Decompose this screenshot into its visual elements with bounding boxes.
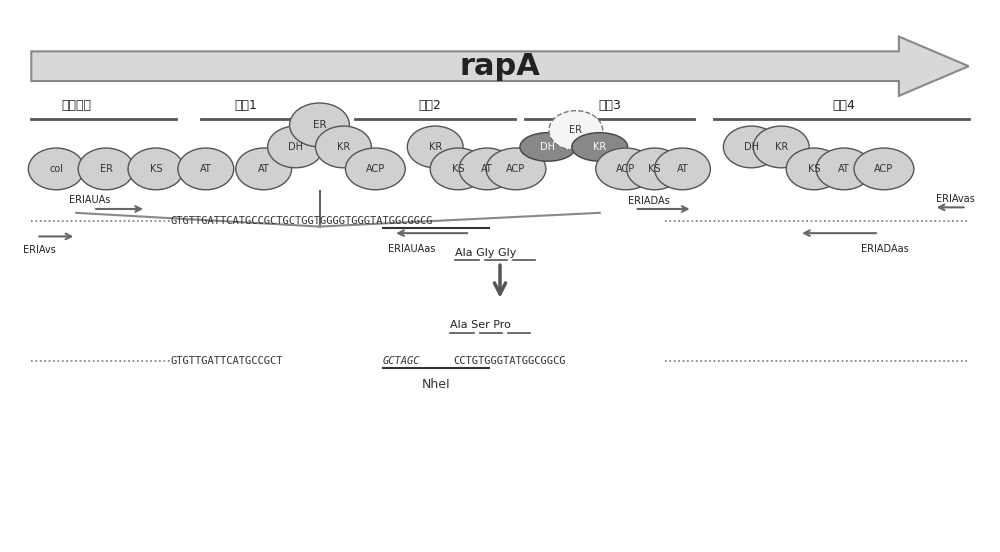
Ellipse shape (430, 148, 486, 190)
Ellipse shape (290, 103, 349, 147)
Text: DH: DH (288, 142, 303, 152)
Text: 模块3: 模块3 (598, 99, 621, 112)
Ellipse shape (178, 148, 234, 190)
Text: ERIAvs: ERIAvs (23, 245, 56, 254)
Ellipse shape (753, 126, 809, 168)
Text: AT: AT (677, 164, 688, 174)
Text: ACP: ACP (366, 164, 385, 174)
Text: ERIAUAs: ERIAUAs (69, 195, 111, 205)
Text: 模块2: 模块2 (419, 99, 442, 112)
Ellipse shape (520, 132, 576, 161)
Text: rapA: rapA (460, 52, 540, 81)
Text: AT: AT (200, 164, 212, 174)
Ellipse shape (28, 148, 84, 190)
Text: KR: KR (593, 142, 606, 152)
Ellipse shape (627, 148, 682, 190)
Text: KR: KR (337, 142, 350, 152)
Text: AT: AT (258, 164, 270, 174)
Ellipse shape (655, 148, 710, 190)
Text: ERIAUAas: ERIAUAas (388, 243, 436, 253)
Text: col: col (49, 164, 63, 174)
Text: ERIAvas: ERIAvas (936, 194, 975, 204)
Text: GCTAGC: GCTAGC (383, 356, 420, 366)
Ellipse shape (459, 148, 515, 190)
Text: KS: KS (452, 164, 464, 174)
Ellipse shape (128, 148, 184, 190)
Text: KR: KR (775, 142, 788, 152)
Ellipse shape (486, 148, 546, 190)
Ellipse shape (816, 148, 872, 190)
Ellipse shape (407, 126, 463, 168)
Text: ER: ER (313, 120, 326, 130)
Text: DH: DH (540, 142, 555, 152)
Text: ERIADAas: ERIADAas (861, 243, 909, 253)
Text: 加载模块: 加载模块 (61, 99, 91, 112)
Text: 模块1: 模块1 (234, 99, 257, 112)
Text: ACP: ACP (616, 164, 635, 174)
Ellipse shape (596, 148, 656, 190)
Ellipse shape (549, 111, 603, 150)
Text: KS: KS (808, 164, 820, 174)
Ellipse shape (78, 148, 134, 190)
Ellipse shape (236, 148, 292, 190)
Text: ERIADAs: ERIADAs (628, 196, 669, 206)
Ellipse shape (572, 132, 628, 161)
Text: 模块4: 模块4 (833, 99, 855, 112)
Polygon shape (31, 36, 969, 96)
Text: AT: AT (481, 164, 493, 174)
Text: CCTGTGGGTATGGCGGCG: CCTGTGGGTATGGCGGCG (453, 356, 566, 366)
Text: AT: AT (838, 164, 850, 174)
Text: Ala Gly Gly: Ala Gly Gly (455, 248, 516, 258)
Ellipse shape (723, 126, 779, 168)
Text: ACP: ACP (874, 164, 894, 174)
Ellipse shape (786, 148, 842, 190)
Ellipse shape (345, 148, 405, 190)
Text: GTGTTGATTCATGCCGCT: GTGTTGATTCATGCCGCT (171, 356, 283, 366)
Text: NheI: NheI (421, 378, 450, 391)
Text: ACP: ACP (506, 164, 526, 174)
Text: KS: KS (150, 164, 162, 174)
Text: GTGTTGATTCATGCCGCTGCTGGTGGGGTGGGTATGGCGGCG: GTGTTGATTCATGCCGCTGCTGGTGGGGTGGGTATGGCGG… (171, 216, 433, 226)
Ellipse shape (316, 126, 371, 168)
Text: KR: KR (429, 142, 442, 152)
Text: Ala Ser Pro: Ala Ser Pro (450, 320, 511, 331)
Ellipse shape (854, 148, 914, 190)
Text: ER: ER (569, 125, 582, 135)
Text: DH: DH (744, 142, 759, 152)
Text: ER: ER (100, 164, 113, 174)
Text: KS: KS (648, 164, 661, 174)
Ellipse shape (268, 126, 323, 168)
